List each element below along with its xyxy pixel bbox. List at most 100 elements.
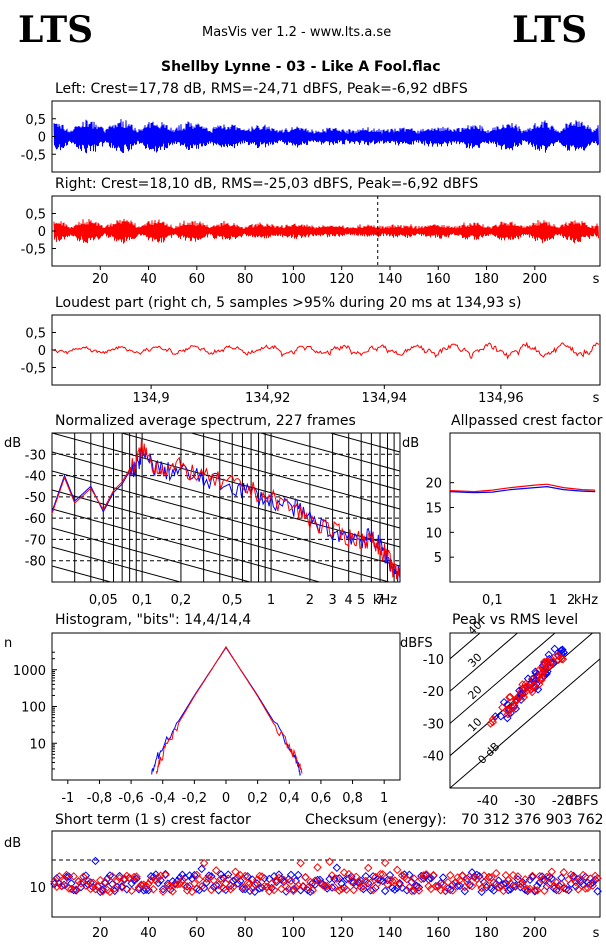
short-crest-point <box>226 885 235 894</box>
short-crest-point <box>528 872 537 882</box>
short-crest-xtick-label: s <box>593 926 600 941</box>
spectrum-ylabel: dB <box>4 436 21 451</box>
short-crest-point <box>269 885 279 895</box>
short-crest-point <box>540 886 549 896</box>
short-crest-point <box>344 869 354 879</box>
spectrum-xtick-label: 5 <box>357 593 365 608</box>
histogram-ylabel: n <box>4 636 12 651</box>
histogram-xtick-label: -0,6 <box>118 791 143 806</box>
short-crest-point <box>431 882 441 891</box>
histogram-xtick-label: 0,8 <box>342 791 363 806</box>
short-crest-point <box>540 875 549 885</box>
spectrum-slope-line <box>52 508 322 582</box>
short-crest-point <box>243 878 252 888</box>
short-crest-point <box>380 886 390 896</box>
short-crest-point <box>364 878 373 888</box>
peak-rms-point <box>548 657 558 667</box>
short-crest-point <box>501 870 511 880</box>
spectrum-frame <box>51 432 401 583</box>
short-crest-point <box>405 883 414 892</box>
loudest-ytick-label: -0,5 <box>21 362 46 377</box>
short-crest-point <box>308 886 317 895</box>
short-crest-point <box>190 870 199 880</box>
crest-series-right <box>449 483 596 493</box>
short-crest-point <box>69 872 78 881</box>
short-crest-point <box>146 875 156 885</box>
histogram-ytick-label: 1000 <box>13 664 46 679</box>
right-waveform-trace <box>53 218 599 244</box>
short-crest-point <box>593 887 602 896</box>
right-waveform-title: Right: Crest=18,10 dB, RMS=-25,03 dBFS, … <box>55 176 479 192</box>
crest-xtick-label: 1 <box>549 593 557 608</box>
peak-rms-ytick-label: -30 <box>423 717 444 732</box>
peak-rms-ytick-label: -20 <box>423 685 444 700</box>
short-crest-point <box>281 882 291 891</box>
peak-rms-point <box>557 654 566 664</box>
spectrum-ytick-label: -70 <box>25 533 46 548</box>
short-crest-point <box>566 870 576 879</box>
spectrum-xtick-label: 0,5 <box>222 593 243 608</box>
peak-rms-point <box>496 711 506 721</box>
short-crest-point <box>557 873 566 883</box>
short-crest-point <box>228 882 238 892</box>
short-crest-xtick-label: 200 <box>522 926 547 941</box>
short-crest-point <box>426 884 436 894</box>
short-crest-point <box>361 872 371 881</box>
short-crest-point <box>458 871 467 881</box>
short-crest-point <box>240 871 250 881</box>
short-crest-ytick-label: 10 <box>29 881 46 896</box>
spectrum-xtick-label: 3 <box>328 593 336 608</box>
short-crest-point <box>108 872 117 881</box>
peak-rms-point <box>491 712 500 721</box>
short-crest-point <box>523 886 532 896</box>
loudest-xtick-label: 134,96 <box>478 391 524 406</box>
peak-rms-point <box>522 683 532 692</box>
histogram-series-right <box>155 645 303 775</box>
short-crest-point <box>105 887 115 897</box>
short-crest-point <box>453 881 462 891</box>
short-crest-point <box>231 867 240 877</box>
app-version-line: MasVis ver 1.2 - www.lts.a.se <box>202 25 392 40</box>
right-waveform-xtick-label: 100 <box>281 272 306 287</box>
spectrum-xtick-label: 1 <box>267 593 275 608</box>
short-crest-point <box>487 884 496 893</box>
spectrum-xtick-label: 4 <box>345 593 353 608</box>
short-crest-point <box>296 858 305 868</box>
peak-rms-title: Peak vs RMS level <box>452 612 579 628</box>
crest-xtick-label: 0,1 <box>482 593 503 608</box>
short-crest-point <box>62 870 71 880</box>
short-crest-point <box>132 872 141 881</box>
short-crest-point <box>460 882 470 892</box>
histogram-series-left <box>151 646 301 776</box>
crest-xtick-label: kHz <box>574 593 598 608</box>
short-crest-point <box>197 864 206 874</box>
peak-rms-point <box>503 700 512 709</box>
short-crest-point <box>267 879 276 888</box>
right-waveform-xtick-label: 180 <box>474 272 499 287</box>
short-crest-point <box>412 882 421 892</box>
peak-rms-point <box>543 656 552 666</box>
loudest-xtick-label: 134,94 <box>362 391 408 406</box>
peak-rms-ylabel: dBFS <box>400 636 433 651</box>
short-crest-point <box>197 882 206 891</box>
peak-rms-frame <box>449 632 601 789</box>
short-crest-point <box>438 873 448 882</box>
spectrum-xtick-label: 0,05 <box>89 593 118 608</box>
peak-rms-point <box>486 719 495 728</box>
peak-rms-ytick-label: -10 <box>423 653 444 668</box>
short-crest-point <box>344 874 354 883</box>
spectrum-title: Normalized average spectrum, 227 frames <box>55 413 356 429</box>
crest-factor-title: Allpassed crest factor <box>451 413 603 429</box>
histogram-xtick-label: -0,2 <box>182 791 207 806</box>
spectrum-slope-line <box>328 433 400 453</box>
short-crest-point <box>578 870 588 880</box>
short-crest-point <box>332 874 342 883</box>
short-crest-point <box>523 884 532 894</box>
short-crest-xtick-label: 80 <box>237 926 254 941</box>
spectrum-ytick-label: -30 <box>25 448 46 463</box>
short-crest-point <box>554 886 564 895</box>
short-crest-point <box>518 881 527 890</box>
short-crest-point <box>149 872 158 882</box>
short-crest-point <box>450 878 460 888</box>
short-crest-point <box>392 865 402 875</box>
